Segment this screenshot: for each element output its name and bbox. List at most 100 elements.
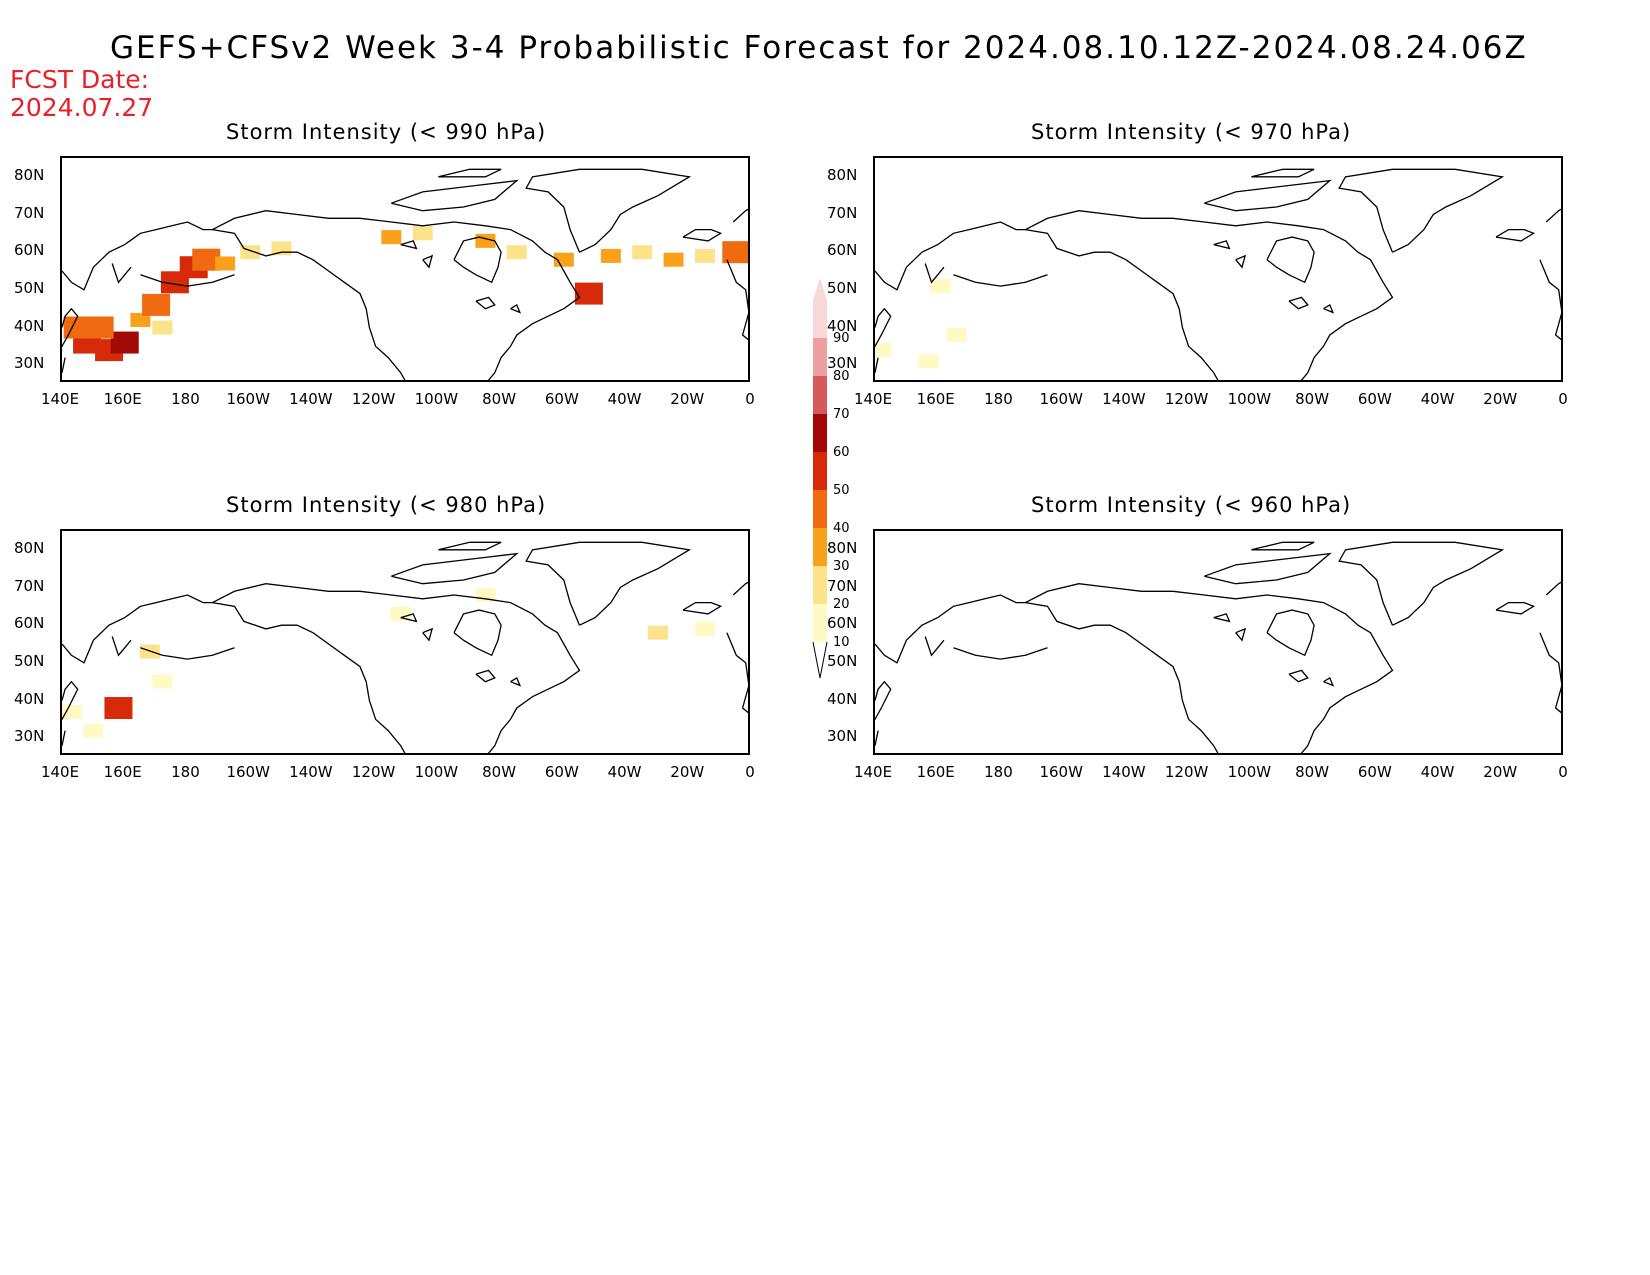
lat-tick-label: 50N [827, 651, 858, 670]
colorbar-tick-label: 30 [833, 559, 850, 574]
coastline [1251, 168, 1315, 178]
probability-cell [104, 697, 133, 720]
probability-cell [381, 230, 402, 245]
coastline [1025, 601, 1219, 753]
lon-tick-label: 0 [745, 763, 755, 781]
coastline [953, 647, 1048, 660]
coastline [525, 168, 692, 253]
colorbar-tick-label: 50 [833, 483, 850, 498]
coastline [391, 179, 519, 212]
map-svg [875, 541, 1561, 753]
map-area [60, 529, 750, 755]
lon-tick-label: 20W [670, 390, 705, 408]
colorbar-top-arrow [813, 278, 827, 300]
lon-tick-label: 20W [670, 763, 705, 781]
probability-cell [152, 674, 173, 689]
coastline [62, 307, 79, 348]
coastline [62, 357, 66, 373]
lon-tick-label: 20W [1483, 763, 1518, 781]
coastline [1539, 632, 1561, 714]
lon-tick-label: 140W [289, 763, 333, 781]
coastline [111, 636, 132, 657]
lon-tick-label: 60W [1357, 763, 1392, 781]
lon-tick-label: 100W [414, 390, 459, 408]
lat-tick-label: 40N [14, 316, 45, 335]
colorbar-tick-label: 40 [833, 521, 850, 536]
lat-tick-label: 50N [827, 278, 858, 297]
coastline [422, 254, 434, 269]
map-svg [62, 541, 748, 753]
lat-tick-label: 40N [14, 689, 45, 708]
coastline [510, 303, 522, 314]
colorbar-segment [813, 604, 827, 642]
lon-tick-label: 140E [40, 763, 80, 781]
coastline [1338, 541, 1505, 626]
probability-cell [930, 279, 951, 294]
lon-tick-label: 120W [351, 390, 396, 408]
lon-tick-label: 160E [103, 390, 142, 408]
coastline [475, 669, 496, 683]
lon-tick-label: 80W [1295, 763, 1330, 781]
coastline [875, 680, 892, 721]
panel-title: Storm Intensity (< 990 hPa) [226, 120, 547, 144]
colorbar-tick-label: 70 [833, 407, 850, 422]
coastline [875, 307, 892, 348]
coastline [953, 274, 1048, 287]
colorbar: 10 20 30 40 50 60 70 80 90 [812, 278, 850, 679]
coastline [62, 680, 79, 721]
lat-tick-label: 60N [827, 241, 858, 260]
lon-tick-label: 60W [544, 763, 579, 781]
map-area [60, 156, 750, 382]
lat-tick-label: 30N [827, 354, 858, 373]
lon-tick-label: 60W [1357, 390, 1392, 408]
coastline [1288, 296, 1309, 310]
lat-tick-label: 60N [14, 241, 45, 260]
lat-tick-label: 80N [827, 165, 858, 184]
coastline [391, 552, 519, 585]
probability-cell [694, 621, 715, 636]
lat-tick-label: 30N [827, 727, 858, 746]
coastline [1235, 627, 1247, 642]
colorbar-tick-label: 20 [833, 597, 850, 612]
coastline [140, 274, 235, 287]
coastline [1025, 228, 1219, 380]
lat-tick-label: 30N [14, 727, 45, 746]
probability-cell [63, 316, 92, 339]
lon-tick-label: 0 [1558, 763, 1568, 781]
lon-tick-label: 180 [171, 390, 200, 408]
coastline [438, 541, 502, 551]
map-svg [875, 168, 1561, 380]
panel-title: Storm Intensity (< 970 hPa) [1031, 120, 1352, 144]
coastline [1495, 601, 1536, 615]
lat-tick-label: 50N [14, 651, 45, 670]
probability-cell [152, 320, 173, 335]
coastline [1545, 581, 1561, 596]
coastline [1266, 236, 1315, 284]
coastline [1323, 303, 1335, 314]
coastline [1495, 228, 1536, 242]
lon-tick-label: 160W [1039, 763, 1083, 781]
probability-cell [946, 328, 967, 343]
coastline [875, 594, 1026, 664]
coastline [212, 210, 581, 380]
probability-cell [85, 316, 114, 339]
lon-tick-label: 40W [607, 763, 642, 781]
coastline [875, 357, 879, 373]
colorbar-tick-label: 60 [833, 445, 850, 460]
lon-tick-label: 120W [1164, 390, 1209, 408]
coastline [1025, 583, 1394, 753]
probability-cell [215, 256, 236, 271]
coastline [682, 228, 723, 242]
colorbar-tick-label: 80 [833, 369, 850, 384]
lon-tick-label: 40W [607, 390, 642, 408]
main-title: GEFS+CFSv2 Week 3-4 Probabilistic Foreca… [110, 30, 1528, 66]
probability-cell [412, 226, 433, 241]
probability-cell [694, 248, 715, 263]
lon-tick-label: 160W [1039, 390, 1083, 408]
coastline [726, 632, 748, 714]
probability-cell [83, 723, 104, 738]
panel-960: Storm Intensity (< 960 hPa) 80N 70N 60N 50N… [813, 493, 1573, 793]
coastline [111, 263, 132, 284]
lon-tick-label: 100W [1227, 763, 1272, 781]
coastline [525, 541, 692, 626]
